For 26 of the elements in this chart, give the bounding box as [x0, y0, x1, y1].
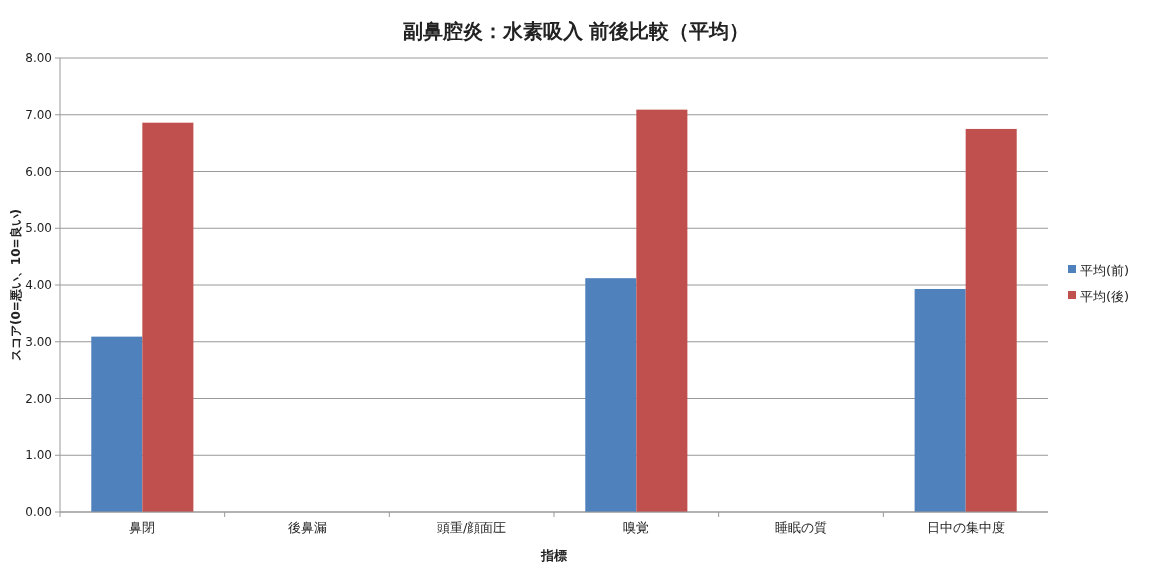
x-axis-title: 指標: [540, 548, 567, 563]
chart-title: 副鼻腔炎：水素吸入 前後比較（平均）: [402, 19, 750, 43]
y-tick-label: 4.00: [25, 278, 52, 293]
y-tick-label: 3.00: [25, 334, 52, 349]
x-tick-label: 嗅覚: [623, 520, 650, 535]
x-tick-label: 鼻閉: [129, 520, 156, 535]
x-tick-label: 後鼻漏: [287, 520, 327, 535]
y-axis-title: スコア(0=悪い、10=良い): [9, 208, 23, 362]
y-tick-label: 6.00: [25, 164, 52, 179]
y-tick-label: 0.00: [25, 505, 52, 520]
bar: [965, 128, 1017, 512]
bar: [142, 122, 194, 512]
x-tick-label: 睡眠の質: [775, 520, 827, 535]
y-tick-label: 5.00: [25, 221, 52, 236]
y-tick-label: 8.00: [25, 51, 52, 66]
bar: [914, 288, 966, 512]
bar: [636, 109, 688, 512]
bar: [91, 336, 143, 512]
x-tick-label: 日中の集中度: [926, 520, 1005, 535]
legend-label: 平均(前): [1080, 262, 1130, 278]
x-tick-label: 頭重/顔面圧: [436, 520, 507, 535]
y-tick-label: 7.00: [25, 107, 52, 122]
bar: [585, 278, 637, 512]
y-tick-label: 2.00: [25, 391, 52, 406]
legend-label: 平均(後): [1080, 288, 1130, 304]
y-tick-label: 1.00: [25, 448, 52, 463]
